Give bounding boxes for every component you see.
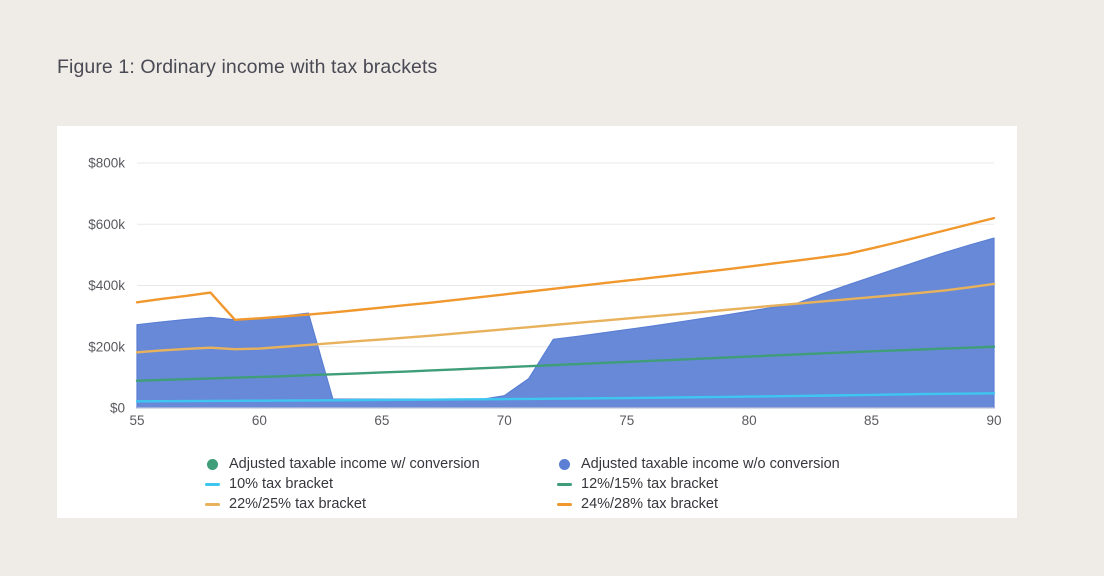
legend-label: Adjusted taxable income w/o conversion [581,455,840,472]
line-bracket_10 [135,392,996,403]
legend-item-bracket-22-25[interactable]: 22%/25% tax bracket [203,494,555,514]
legend-swatch-icon [555,496,573,512]
y-axis-tick-label: $800k [88,156,125,171]
x-axis-labels: 55 60 65 70 75 80 85 90 [129,413,1001,426]
legend-item-without-conversion[interactable]: Adjusted taxable income w/o conversion [555,454,963,474]
y-axis-tick-label: $400k [88,278,125,293]
legend-label: 10% tax bracket [229,475,333,492]
legend-item-bracket-12-15[interactable]: 12%/15% tax bracket [555,474,963,494]
x-axis-tick-label: 55 [129,413,144,426]
x-axis-tick-label: 75 [619,413,634,426]
line-bracket_24_28 [135,216,996,322]
legend-swatch-icon [555,476,573,492]
legend-swatch-icon [203,476,221,492]
line-bracket_22_25 [135,282,996,354]
income-area-chart: $0 $200k $400k $600k $800k 55 60 65 70 75 80 85 90 [88,156,1001,427]
x-axis-tick-label: 85 [864,413,879,426]
legend-item-with-conversion[interactable]: Adjusted taxable income w/ conversion [203,454,555,474]
y-axis-tick-label: $200k [88,339,125,354]
legend-swatch-icon [203,496,221,512]
x-axis-tick-label: 80 [742,413,757,426]
line-bracket_12_15 [135,345,996,382]
chart-panel: $0 $200k $400k $600k $800k 55 60 65 70 75 80 85 90 A… [57,126,1017,518]
x-axis-tick-label: 70 [497,413,512,426]
legend-label: Adjusted taxable income w/ conversion [229,455,480,472]
plot-area: $0 $200k $400k $600k $800k 55 60 65 70 75 80 85 90 [57,126,1017,427]
legend-label: 22%/25% tax bracket [229,495,367,512]
x-axis-tick-label: 90 [986,413,1001,426]
legend-swatch-icon [555,456,573,472]
x-axis-tick-label: 65 [374,413,389,426]
y-axis-tick-label: $600k [88,217,125,232]
y-axis-tick-label: $0 [110,401,125,416]
chart-legend: Adjusted taxable income w/ conversion Ad… [203,454,963,514]
legend-label: 12%/15% tax bracket [581,475,719,492]
y-axis-labels: $0 $200k $400k $600k $800k [88,156,125,416]
legend-item-bracket-24-28[interactable]: 24%/28% tax bracket [555,494,963,514]
page-title: Figure 1: Ordinary income with tax brack… [57,56,438,78]
legend-swatch-icon [203,456,221,472]
legend-label: 24%/28% tax bracket [581,495,719,512]
legend-item-bracket-10[interactable]: 10% tax bracket [203,474,555,494]
x-axis-tick-label: 60 [252,413,267,426]
line-series [135,216,996,403]
